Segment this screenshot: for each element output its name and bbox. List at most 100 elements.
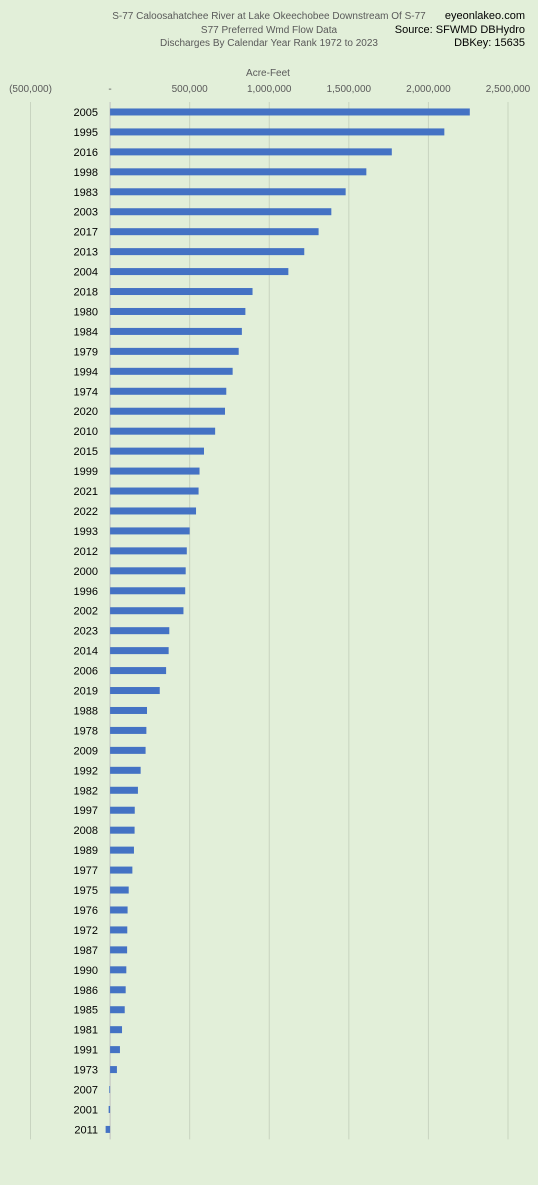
- y-category-label: 2019: [74, 686, 98, 698]
- x-tick-label: 2,000,000: [406, 84, 451, 95]
- bar-2019: [110, 687, 160, 695]
- y-category-label: 1989: [74, 845, 98, 857]
- y-category-label: 2023: [74, 626, 98, 638]
- bar-2010: [110, 427, 216, 435]
- y-category-label: 1980: [74, 306, 98, 318]
- bar-2015: [110, 447, 204, 455]
- bar-2016: [110, 148, 392, 156]
- y-category-label: 2007: [74, 1085, 98, 1097]
- y-category-label: 1990: [74, 965, 98, 977]
- y-category-label: 1973: [74, 1065, 98, 1077]
- y-category-label: 2002: [74, 606, 98, 618]
- x-axis-label: Acre-Feet: [246, 68, 290, 79]
- bar-1980: [110, 307, 246, 315]
- y-category-label: 1979: [74, 346, 98, 358]
- bar-2003: [110, 208, 332, 216]
- bar-1993: [110, 527, 190, 535]
- bar-2018: [110, 288, 253, 296]
- chart-title-line-3: Discharges By Calendar Year Rank 1972 to…: [160, 38, 378, 49]
- bar-2023: [110, 627, 170, 635]
- bar-2002: [110, 607, 184, 615]
- bar-1986: [110, 986, 126, 994]
- bar-1983: [110, 188, 346, 196]
- y-category-label: 2015: [74, 446, 98, 458]
- y-category-label: 2001: [74, 1104, 98, 1116]
- y-category-label: 1991: [74, 1045, 98, 1057]
- source-dbkey: DBKey: 15635: [454, 37, 525, 49]
- bar-1996: [110, 587, 186, 595]
- y-category-label: 2013: [74, 247, 98, 259]
- y-category-label: 1997: [74, 805, 98, 817]
- bar-2013: [110, 248, 305, 256]
- y-category-label: 2004: [74, 267, 98, 279]
- y-category-label: 2003: [74, 207, 98, 219]
- source-agency: Source: SFWMD DBHydro: [394, 23, 525, 36]
- y-category-label: 2010: [74, 426, 98, 438]
- y-category-label: 1981: [74, 1025, 98, 1037]
- y-category-label: 1988: [74, 705, 98, 717]
- y-category-label: 2014: [74, 646, 98, 658]
- x-tick-label: 1,000,000: [247, 84, 292, 95]
- bar-1987: [110, 946, 128, 954]
- bar-1976: [110, 906, 128, 914]
- bar-1974: [110, 387, 227, 395]
- bar-1997: [110, 806, 135, 814]
- y-category-label: 2017: [74, 227, 98, 239]
- x-tick-label: 500,000: [172, 84, 209, 95]
- bar-1989: [110, 846, 134, 854]
- bar-1979: [110, 347, 239, 355]
- y-category-label: 2016: [74, 147, 98, 159]
- chart-title: S-77 Caloosahatchee River at Lake Okeech…: [0, 10, 538, 51]
- x-tick-label: 1,500,000: [327, 84, 372, 95]
- bar-2011: [105, 1125, 111, 1133]
- bar-1994: [110, 367, 233, 375]
- bar-1972: [110, 926, 128, 934]
- x-tick-label: (500,000): [9, 84, 52, 95]
- bar-2008: [110, 826, 135, 834]
- y-category-label: 1985: [74, 1005, 98, 1017]
- bar-1985: [110, 1006, 125, 1014]
- y-category-label: 1983: [74, 187, 98, 199]
- bar-2014: [110, 647, 169, 655]
- y-category-labels: 2005 1995 2016 1998 1983 2003 2017 2013 2004 2018…: [74, 107, 98, 1136]
- x-tick-label: -: [108, 84, 111, 95]
- chart-title-line-2: S77 Preferred Wmd Flow Data: [200, 24, 338, 36]
- y-category-label: 2008: [74, 825, 98, 837]
- chart-title-line-1: S-77 Caloosahatchee River at Lake Okeech…: [112, 11, 426, 22]
- gridlines: [30, 102, 509, 1140]
- bar-1991: [110, 1046, 120, 1054]
- bar-2004: [110, 268, 289, 276]
- bar-1990: [110, 966, 127, 974]
- y-category-label: 1975: [74, 885, 98, 897]
- y-category-label: 1982: [74, 785, 98, 797]
- x-tick-label: 2,500,000: [486, 84, 531, 95]
- bar-1975: [110, 886, 129, 894]
- y-category-label: 1994: [74, 366, 98, 378]
- bar-1988: [110, 706, 148, 714]
- y-category-label: 1993: [74, 526, 98, 538]
- y-category-label: 1972: [74, 925, 98, 937]
- bar-2001: [108, 1105, 111, 1113]
- source-note: eyeonlakeo.com Source: SFWMD DBHydro DBK…: [395, 10, 525, 51]
- y-category-label: 1984: [74, 326, 98, 338]
- bar-2022: [110, 507, 197, 515]
- y-category-label: 1986: [74, 985, 98, 997]
- y-category-label: 2009: [74, 745, 98, 757]
- bar-2005: [110, 108, 470, 116]
- y-category-label: 2018: [74, 287, 98, 299]
- y-category-label: 1987: [74, 945, 98, 957]
- y-category-label: 2022: [74, 506, 98, 518]
- y-category-label: 1974: [74, 386, 98, 398]
- y-category-label: 1999: [74, 466, 98, 478]
- y-category-label: 1996: [74, 586, 98, 598]
- bar-1978: [110, 726, 147, 734]
- y-category-label: 2011: [74, 1124, 98, 1136]
- bar-2009: [110, 746, 146, 754]
- bar-1984: [110, 327, 242, 335]
- bar-2012: [110, 547, 187, 555]
- bar-1973: [110, 1066, 117, 1074]
- y-category-label: 1978: [74, 725, 98, 737]
- bar-2020: [110, 407, 226, 415]
